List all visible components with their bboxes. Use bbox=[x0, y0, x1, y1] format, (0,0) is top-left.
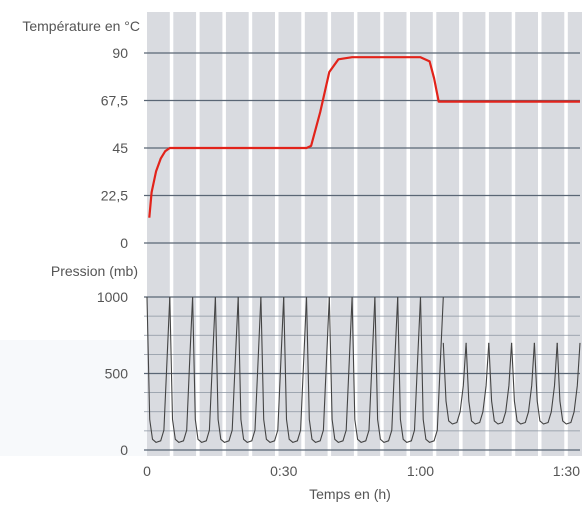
corner-fade bbox=[0, 340, 147, 456]
temperature-tick-label: 67,5 bbox=[101, 93, 128, 109]
pressure-cycle-line bbox=[283, 296, 308, 443]
pressure-cycle-line bbox=[169, 296, 194, 443]
pressure-axis-title: Pression (mb) bbox=[51, 263, 138, 279]
pressure-cycle-line bbox=[214, 296, 239, 443]
pressure-cycle-line bbox=[260, 296, 285, 443]
temperature-tick-label: 90 bbox=[112, 45, 128, 61]
pressure-cycle-line bbox=[374, 296, 399, 443]
background-column bbox=[331, 12, 354, 456]
pressure-cycle-line bbox=[146, 296, 171, 443]
background-column bbox=[436, 12, 460, 456]
pressure-tick-label: 0 bbox=[120, 442, 128, 458]
pressure-tick-label: 1000 bbox=[97, 289, 128, 305]
background-column bbox=[383, 12, 407, 456]
pressure-cycle-line bbox=[237, 296, 262, 443]
x-axis-title: Temps en (h) bbox=[309, 486, 391, 502]
background-column bbox=[304, 12, 328, 456]
x-tick-label: 0:30 bbox=[270, 463, 297, 479]
pressure-cycle-line bbox=[533, 342, 558, 425]
background-column bbox=[541, 12, 565, 456]
background-column bbox=[225, 12, 249, 456]
background-column bbox=[147, 12, 170, 456]
background-column bbox=[410, 12, 433, 456]
background-column bbox=[515, 12, 538, 456]
temperature-tick-label: 45 bbox=[112, 140, 128, 156]
x-tick-label: 0 bbox=[143, 463, 151, 479]
pressure-cycle-line bbox=[511, 342, 535, 425]
temperature-tick-label: 22,5 bbox=[101, 188, 128, 204]
temperature-axis-title: Température en °C bbox=[22, 18, 140, 34]
x-tick-label: 1:30 bbox=[553, 463, 580, 479]
background-column bbox=[252, 12, 275, 456]
pressure-cycle-line bbox=[556, 342, 581, 425]
pressure-cycle-line bbox=[465, 342, 490, 425]
pressure-cycle-line bbox=[305, 296, 330, 443]
background-column bbox=[567, 12, 582, 456]
temperature-tick-label: 0 bbox=[120, 235, 128, 251]
pressure-cycle-line bbox=[442, 342, 467, 425]
pressure-cycle-line bbox=[397, 296, 422, 443]
background-column bbox=[173, 12, 197, 456]
pressure-cycle-line bbox=[419, 296, 444, 443]
temperature-series-line bbox=[148, 56, 580, 218]
pressure-cycle-line bbox=[328, 296, 353, 443]
pressure-tick-label: 500 bbox=[105, 366, 129, 382]
background-column bbox=[462, 12, 486, 456]
pressure-cycle-line bbox=[488, 342, 513, 425]
x-tick-label: 1:00 bbox=[407, 463, 434, 479]
pressure-cycle-line bbox=[192, 296, 216, 443]
background-column bbox=[488, 12, 512, 456]
background-column bbox=[278, 12, 302, 456]
background-column bbox=[357, 12, 381, 456]
pressure-cycle-line bbox=[351, 296, 376, 443]
